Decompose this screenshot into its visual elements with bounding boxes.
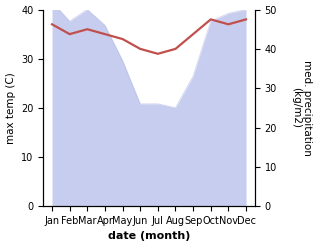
X-axis label: date (month): date (month) (108, 231, 190, 242)
Y-axis label: med. precipitation
(kg/m2): med. precipitation (kg/m2) (291, 60, 313, 156)
Y-axis label: max temp (C): max temp (C) (5, 72, 16, 144)
